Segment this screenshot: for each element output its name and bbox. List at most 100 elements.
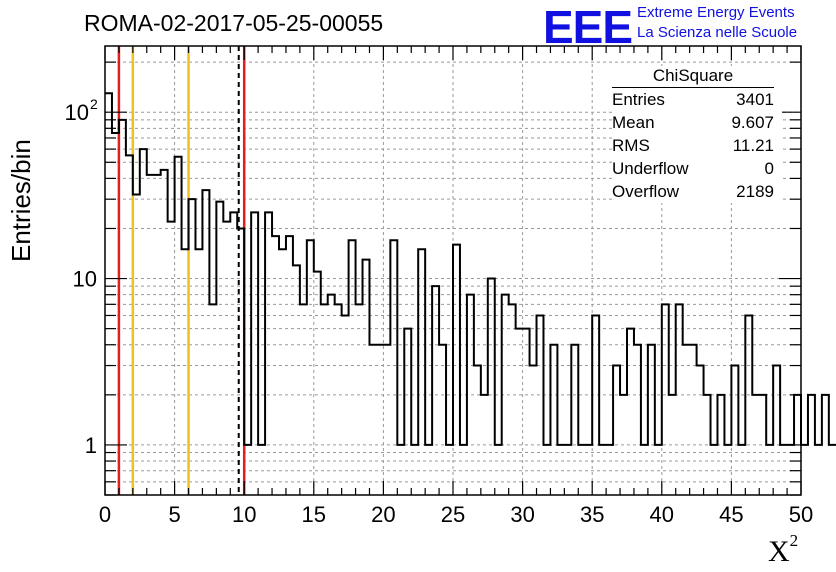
histogram-bin	[349, 240, 356, 495]
x-tick-label: 5	[168, 502, 180, 527]
stats-value: 2189	[736, 182, 774, 201]
x-tick-label: 45	[719, 502, 743, 527]
histogram-bin	[690, 345, 697, 495]
histogram-bin	[119, 120, 126, 495]
histogram-bin	[669, 395, 676, 495]
histogram-bin	[328, 295, 335, 495]
histogram-bin	[182, 249, 189, 495]
histogram-bin	[175, 157, 182, 495]
histogram-bin	[683, 345, 690, 495]
histogram-bin	[376, 345, 383, 495]
histogram-bin	[704, 395, 711, 495]
histogram-bin	[314, 272, 321, 495]
histogram-bin	[697, 366, 704, 495]
stats-value: 0	[764, 159, 774, 178]
histogram-bin	[460, 445, 467, 495]
histogram-bin	[244, 445, 251, 495]
stats-label: Overflow	[612, 182, 680, 201]
histogram-bin	[550, 345, 557, 495]
x-axis-label-base: X	[768, 535, 790, 568]
x-axis-label-sup: 2	[789, 531, 799, 550]
histogram-bin	[369, 345, 376, 495]
histogram-bin	[717, 395, 724, 495]
x-tick-label: 40	[650, 502, 674, 527]
histogram-bin	[439, 345, 446, 495]
histogram-bin	[230, 212, 237, 495]
histogram-bin	[133, 195, 140, 495]
histogram-bin	[383, 345, 390, 495]
histogram-bin	[537, 315, 544, 495]
histogram-bin	[578, 445, 585, 495]
stats-box: ChiSquare Entries 3401 Mean 9.607 RMS 11.21…	[612, 66, 782, 203]
histogram-bin	[342, 315, 349, 495]
histogram-bin	[279, 249, 286, 495]
histogram-bin	[488, 279, 495, 495]
histogram-bin	[453, 245, 460, 495]
histogram-bin	[112, 133, 119, 495]
histogram-bin	[509, 304, 516, 495]
histogram-bin	[258, 445, 265, 495]
histogram-bin	[209, 304, 216, 495]
histogram-bin	[627, 329, 634, 495]
stats-row-underflow: Underflow 0	[612, 157, 774, 180]
histogram-bin	[474, 366, 481, 495]
histogram-bin	[808, 395, 815, 495]
stats-row-rms: RMS 11.21	[612, 134, 774, 157]
histogram-bin	[216, 202, 223, 495]
y-tick-label: 10	[65, 100, 89, 125]
logo-line1: Extreme Energy Events	[637, 4, 795, 21]
histogram-bin	[711, 445, 718, 495]
histogram-bin	[411, 445, 418, 495]
histogram-bin	[223, 222, 230, 495]
histogram-bin	[599, 445, 606, 495]
histogram-bin	[634, 345, 641, 495]
histogram-bin	[154, 175, 161, 495]
histogram-bin	[446, 445, 453, 495]
histogram-bin	[780, 445, 787, 495]
chart-title: ROMA-02-2017-05-25-00055	[84, 10, 384, 36]
stats-row-entries: Entries 3401	[612, 88, 774, 111]
eee-logo: EEE	[543, 1, 633, 53]
x-tick-label: 10	[232, 502, 256, 527]
histogram-bin	[613, 366, 620, 495]
histogram-bin	[425, 445, 432, 495]
histogram-bin	[641, 445, 648, 495]
histogram-bin	[752, 395, 759, 495]
histogram-bin	[773, 366, 780, 495]
histogram-bin	[168, 222, 175, 495]
histogram-bin	[502, 295, 509, 495]
histogram-bin	[126, 155, 133, 495]
histogram-bin	[495, 445, 502, 495]
histogram-bin	[724, 445, 731, 495]
histogram-bin	[543, 445, 550, 495]
y-tick-label: 10	[73, 267, 97, 292]
histogram-bin	[363, 260, 370, 495]
histogram-bin	[432, 286, 439, 495]
stats-value: 3401	[736, 90, 774, 109]
histogram-bin	[237, 228, 244, 495]
histogram-bin	[300, 304, 307, 495]
y-tick-label-exponent: 2	[90, 96, 98, 112]
stats-value: 9.607	[731, 113, 774, 132]
stats-title: ChiSquare	[612, 66, 774, 88]
histogram-bin	[307, 240, 314, 495]
histogram-bin	[202, 190, 209, 495]
histogram-bin	[606, 445, 613, 495]
x-tick-label: 50	[789, 502, 813, 527]
x-tick-label: 0	[99, 502, 111, 527]
x-axis-ticks: 0 5 10 15 20 25 30 35 40 45 50	[99, 46, 813, 527]
histogram-bin	[738, 445, 745, 495]
histogram-bin	[467, 295, 474, 495]
histogram-bin	[523, 329, 530, 495]
histogram-bin	[140, 149, 147, 495]
x-axis-label: X2	[768, 531, 798, 569]
histogram-bin	[397, 445, 404, 495]
histogram-bin	[516, 329, 523, 495]
histogram-bin	[195, 249, 202, 495]
histogram-bin	[356, 304, 363, 495]
stats-label: RMS	[612, 136, 650, 155]
histogram-bin	[731, 366, 738, 495]
x-tick-label: 15	[302, 502, 326, 527]
